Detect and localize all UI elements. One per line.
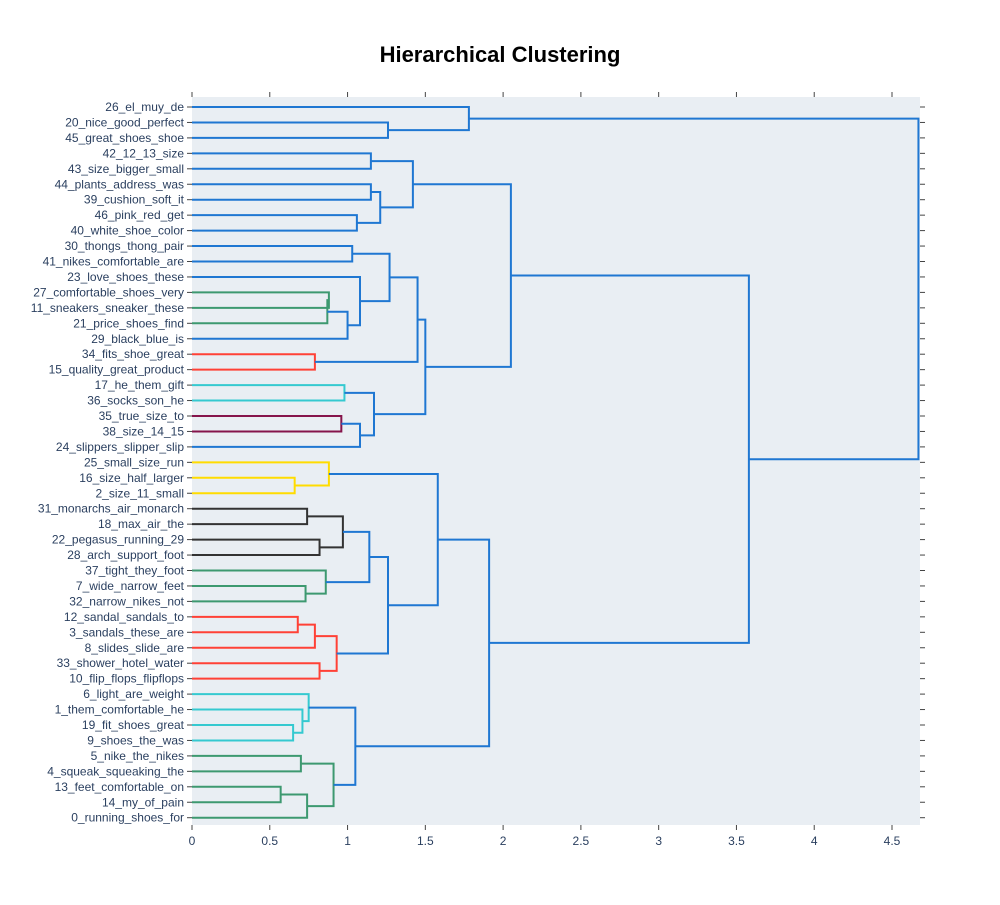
leaf-label: 6_light_are_weight xyxy=(83,687,184,701)
leaf-label: 2_size_11_small xyxy=(96,486,185,500)
leaf-label: 21_price_shoes_find xyxy=(73,316,184,330)
leaf-label: 3_sandals_these_are xyxy=(69,625,184,639)
leaf-label: 36_socks_son_he xyxy=(87,394,184,408)
leaf-label: 8_slides_slide_are xyxy=(85,641,185,655)
x-tick-label: 0.5 xyxy=(261,834,278,848)
leaf-label: 43_size_bigger_small xyxy=(68,162,184,176)
chart-title: Hierarchical Clustering xyxy=(379,42,621,67)
x-tick-label: 4 xyxy=(811,834,818,848)
x-tick-label: 3.5 xyxy=(728,834,745,848)
leaf-label: 33_shower_hotel_water xyxy=(57,656,184,670)
x-tick-label: 2.5 xyxy=(573,834,590,848)
dendrogram-links xyxy=(192,106,920,819)
leaf-label: 31_monarchs_air_monarch xyxy=(38,502,184,516)
leaf-label: 22_pegasus_running_29 xyxy=(52,533,184,547)
leaf-label: 34_fits_shoe_great xyxy=(82,347,185,361)
leaf-label: 27_comfortable_shoes_very xyxy=(33,285,184,299)
leaf-label: 15_quality_great_product xyxy=(49,363,185,377)
leaf-label: 19_fit_shoes_great xyxy=(82,718,185,732)
x-tick-label: 1.5 xyxy=(417,834,434,848)
leaf-label: 9_shoes_the_was xyxy=(87,733,184,747)
leaf-label: 12_sandal_sandals_to xyxy=(64,610,184,624)
leaf-label: 10_flip_flops_flipflops xyxy=(69,672,184,686)
leaf-label: 11_sneakers_sneaker_these xyxy=(31,301,185,315)
leaf-label: 29_black_blue_is xyxy=(91,332,184,346)
leaf-label: 16_size_half_larger xyxy=(79,471,184,485)
x-tick-label: 4.5 xyxy=(884,834,901,848)
leaf-label: 1_them_comfortable_he xyxy=(55,703,185,717)
leaf-label: 42_12_13_size xyxy=(103,146,185,160)
leaf-label: 35_true_size_to xyxy=(99,409,185,423)
leaf-label: 24_slippers_slipper_slip xyxy=(56,440,184,454)
leaf-label: 32_narrow_nikes_not xyxy=(69,594,184,608)
leaf-label: 26_el_muy_de xyxy=(105,100,184,114)
leaf-label: 45_great_shoes_shoe xyxy=(65,131,184,145)
x-tick-label: 1 xyxy=(344,834,351,848)
x-tick-label: 2 xyxy=(500,834,507,848)
leaf-label: 23_love_shoes_these xyxy=(67,270,184,284)
leaf-label: 25_small_size_run xyxy=(84,455,184,469)
leaf-label: 30_thongs_thong_pair xyxy=(65,239,184,253)
leaf-label: 38_size_14_15 xyxy=(103,424,185,438)
leaf-label: 39_cushion_soft_it xyxy=(84,193,185,207)
leaf-label: 37_tight_they_foot xyxy=(85,564,184,578)
leaf-label: 46_pink_red_get xyxy=(95,208,185,222)
leaf-label: 4_squeak_squeaking_the xyxy=(47,764,184,778)
leaf-label: 40_white_shoe_color xyxy=(71,224,184,238)
link-ROOT xyxy=(468,117,920,461)
leaf-label: 17_he_them_gift xyxy=(95,378,185,392)
leaf-label: 44_plants_address_was xyxy=(55,177,184,191)
leaf-label: 41_nikes_comfortable_are xyxy=(43,255,185,269)
leaf-label: 28_arch_support_foot xyxy=(67,548,184,562)
x-tick-label: 3 xyxy=(655,834,662,848)
leaf-label: 5_nike_the_nikes xyxy=(91,749,184,763)
x-tick-label: 0 xyxy=(189,834,196,848)
leaf-label: 0_running_shoes_for xyxy=(71,811,184,825)
leaf-label: 13_feet_comfortable_on xyxy=(55,780,184,794)
leaf-label: 18_max_air_the xyxy=(98,517,184,531)
leaf-label: 14_my_of_pain xyxy=(102,795,184,809)
leaf-label: 20_nice_good_perfect xyxy=(65,115,184,129)
distance-axis: 0 0.5 1 1.5 2 2.5 3 3.5 4 4.5 xyxy=(189,92,901,848)
leaf-label: 7_wide_narrow_feet xyxy=(76,579,185,593)
plot-background xyxy=(192,97,920,825)
